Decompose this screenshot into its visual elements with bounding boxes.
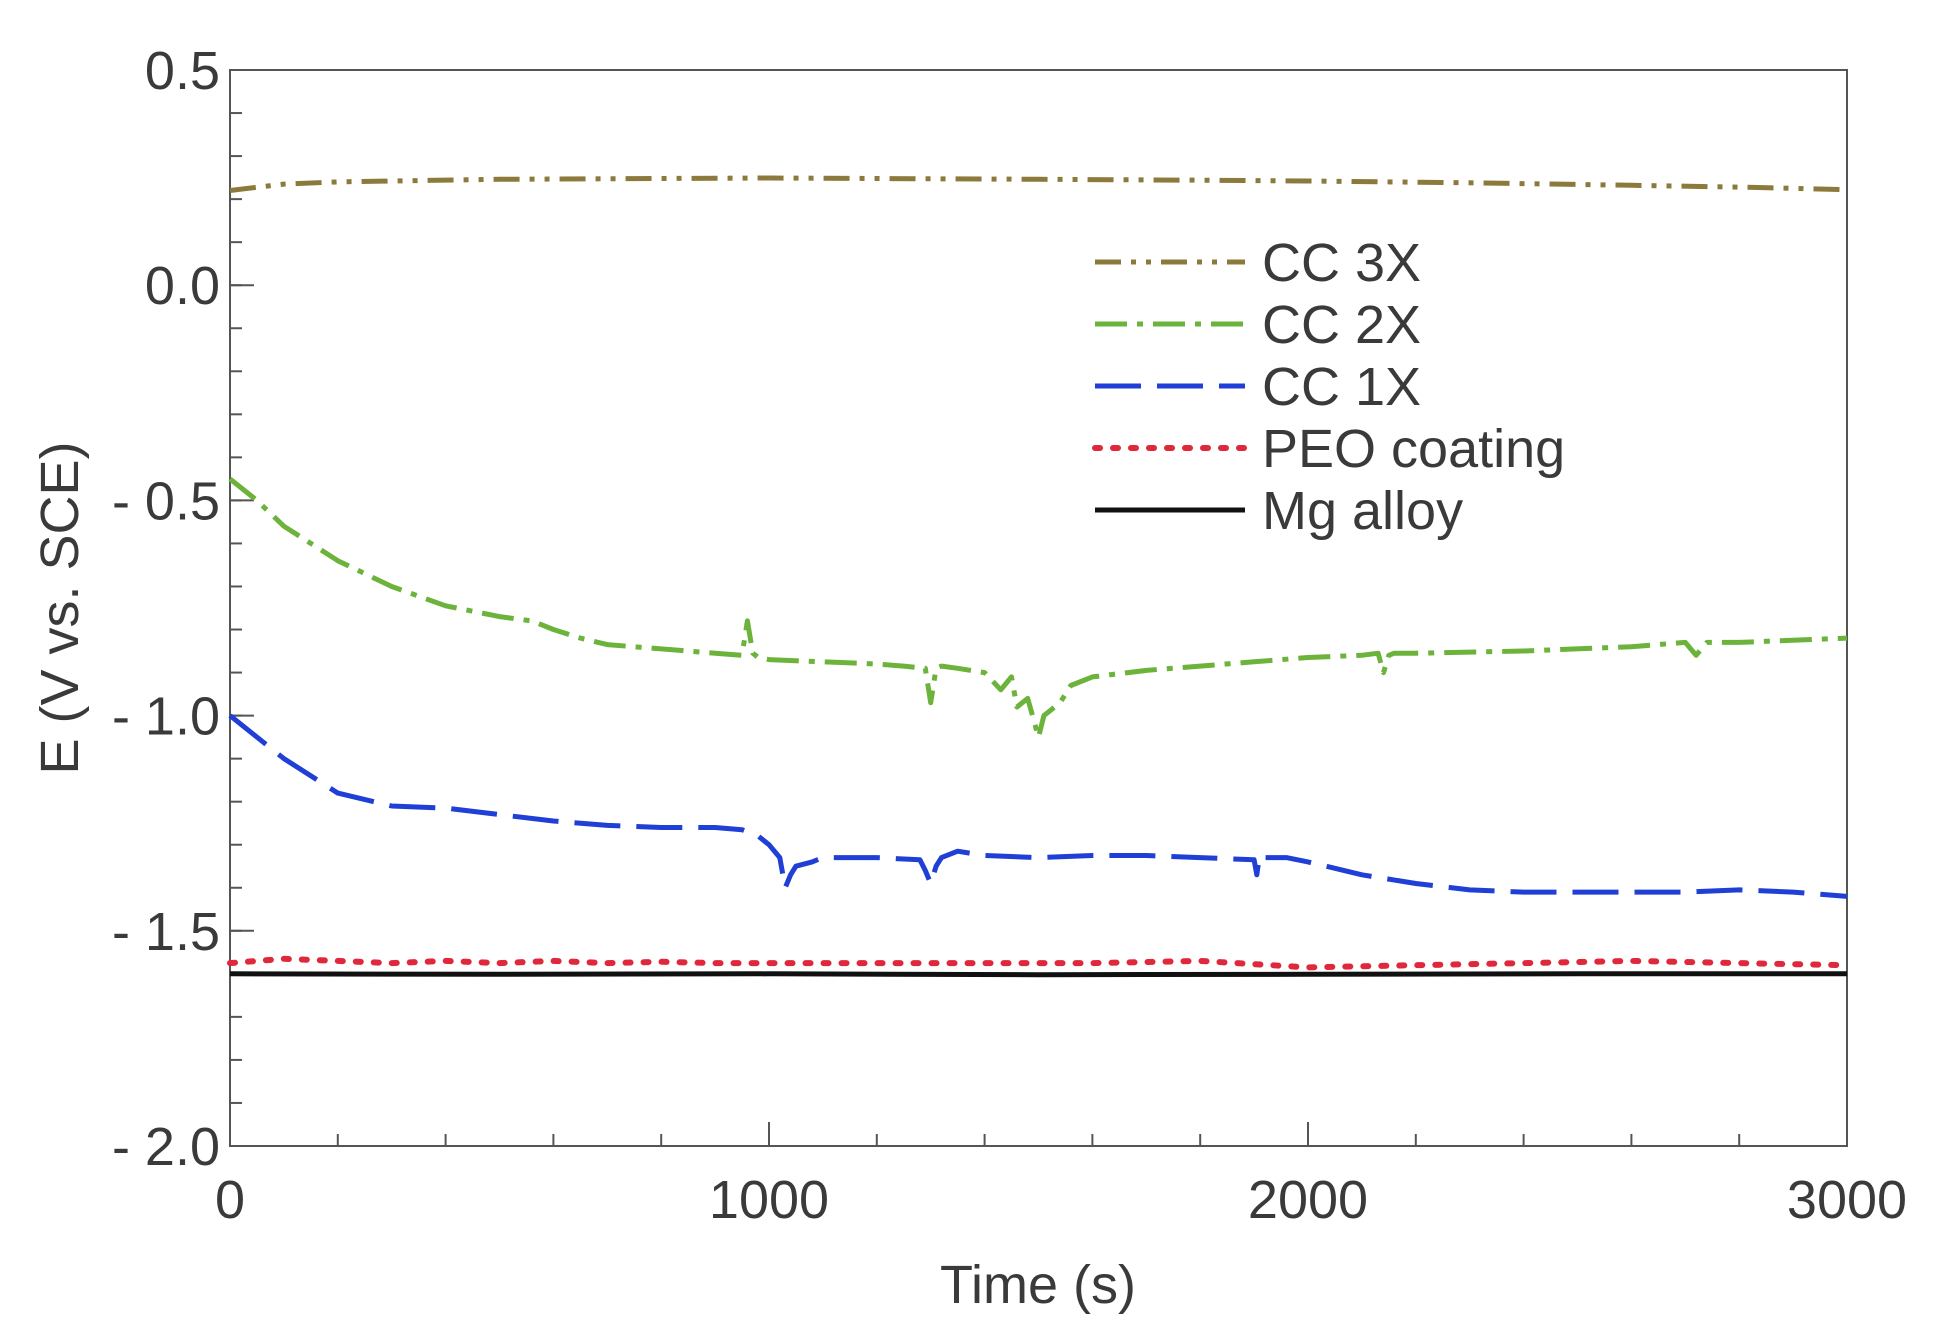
x-tick-label: 1000 (709, 1170, 829, 1230)
y-axis-title: E (V vs. SCE) (30, 441, 90, 774)
y-tick-label: 0.5 (145, 41, 220, 101)
legend-label: CC 1X (1262, 357, 1421, 417)
legend-label: Mg alloy (1262, 481, 1463, 541)
x-tick-label: 2000 (1248, 1170, 1368, 1230)
y-tick-label: - 2.0 (112, 1117, 220, 1177)
series-line-mg-alloy (229, 971, 1847, 978)
y-tick-labels: 0.5 0.0 - 0.5 - 1.0 - 1.5 - 2.0 (112, 41, 220, 1177)
series-lines (227, 175, 1850, 978)
legend-label: PEO coating (1262, 419, 1565, 479)
legend-label: CC 3X (1262, 233, 1421, 293)
series-line-cc-1x (228, 713, 1848, 899)
major-ticks (229, 69, 1848, 1147)
y-tick-label: - 1.0 (112, 687, 220, 747)
x-tick-label: 3000 (1787, 1170, 1907, 1230)
y-tick-label: - 1.5 (112, 902, 220, 962)
x-tick-labels: 0 1000 2000 3000 (215, 1170, 1907, 1230)
x-tick-label: 0 (215, 1170, 245, 1230)
legend-label: CC 2X (1262, 295, 1421, 355)
x-axis-title: Time (s) (940, 1255, 1136, 1315)
plot-frame (229, 69, 1848, 1147)
series-line-cc-3x (229, 175, 1848, 193)
series-line-peo-coating (227, 955, 1850, 971)
y-tick-label: 0.0 (145, 256, 220, 316)
series-line-cc-2x (228, 476, 1848, 740)
y-tick-label: - 0.5 (112, 471, 220, 531)
